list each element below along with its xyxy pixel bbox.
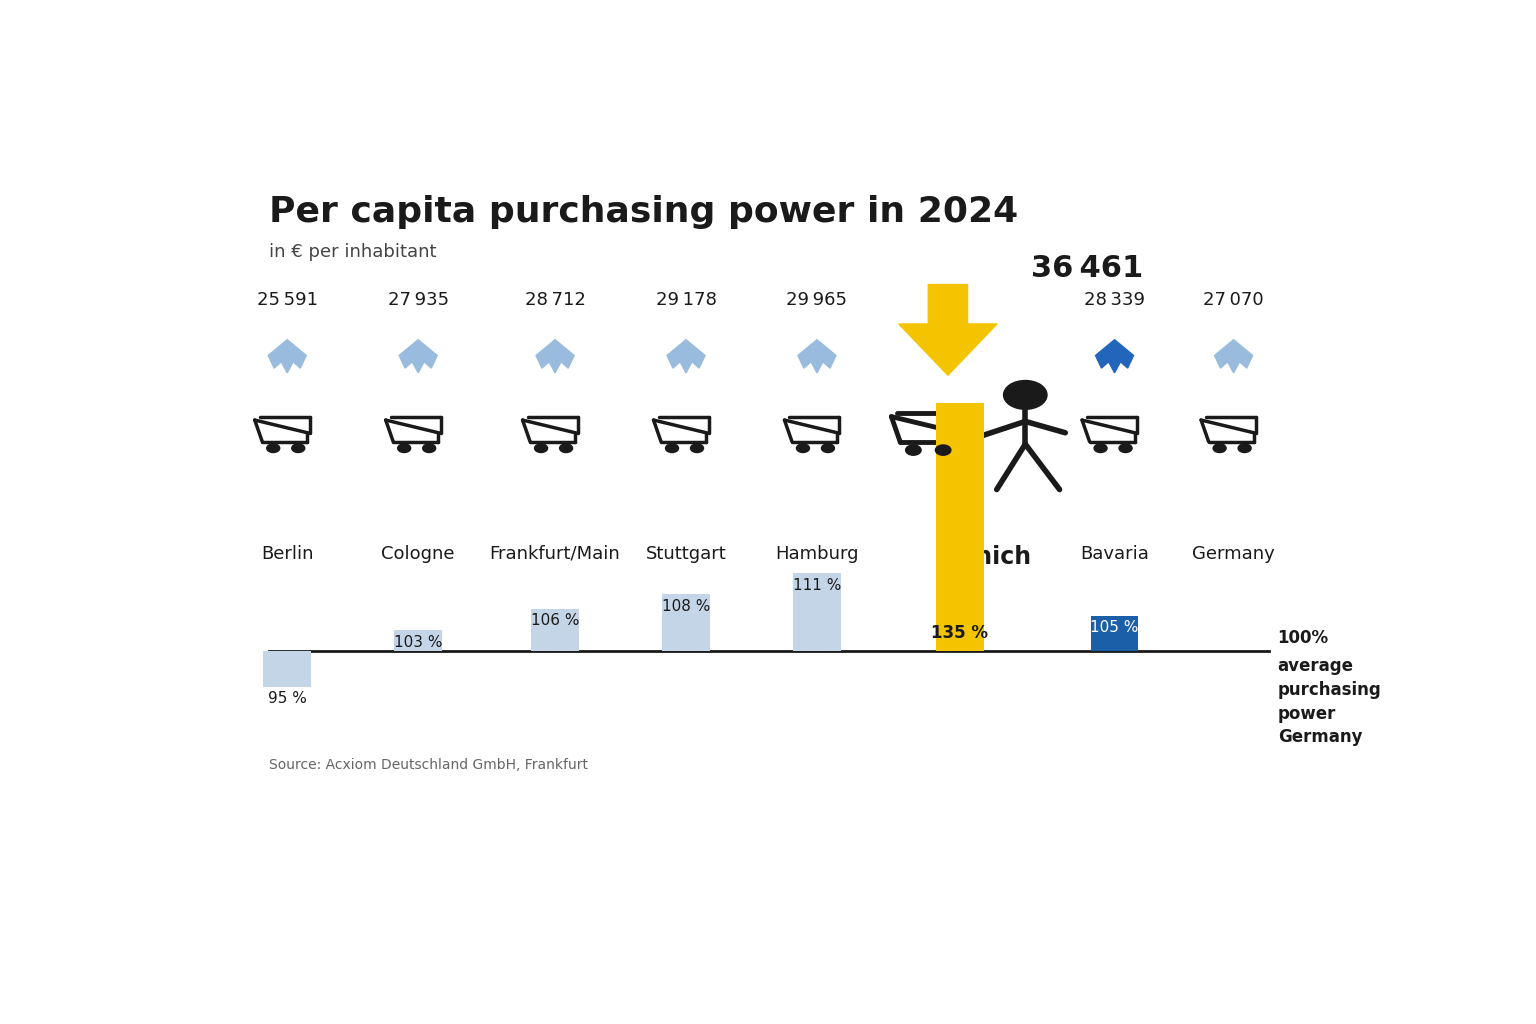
- Text: Hamburg: Hamburg: [776, 545, 859, 563]
- Text: 95 %: 95 %: [267, 691, 307, 707]
- Text: 135 %: 135 %: [931, 624, 988, 642]
- Circle shape: [691, 443, 703, 453]
- Text: Germany: Germany: [1192, 545, 1275, 563]
- Circle shape: [1120, 443, 1132, 453]
- Circle shape: [1213, 443, 1226, 453]
- Bar: [264, 651, 310, 687]
- Text: 28 712: 28 712: [525, 291, 585, 309]
- Text: Stuttgart: Stuttgart: [645, 545, 727, 563]
- Circle shape: [906, 445, 922, 456]
- Text: in € per inhabitant: in € per inhabitant: [269, 243, 436, 261]
- Text: 106 %: 106 %: [531, 613, 579, 629]
- Polygon shape: [1095, 340, 1134, 373]
- Circle shape: [292, 443, 304, 453]
- FancyArrow shape: [899, 285, 997, 375]
- Bar: [935, 402, 983, 651]
- Circle shape: [1003, 381, 1048, 410]
- Text: Per capita purchasing power in 2024: Per capita purchasing power in 2024: [269, 196, 1018, 229]
- Text: 25 591: 25 591: [257, 291, 318, 309]
- Circle shape: [1238, 443, 1252, 453]
- Text: 27 935: 27 935: [387, 291, 449, 309]
- Polygon shape: [797, 340, 836, 373]
- Polygon shape: [399, 340, 438, 373]
- Polygon shape: [1215, 340, 1253, 373]
- Text: 27 070: 27 070: [1203, 291, 1264, 309]
- Polygon shape: [667, 340, 705, 373]
- Circle shape: [797, 443, 809, 453]
- Circle shape: [398, 443, 410, 453]
- Bar: [662, 594, 710, 651]
- Text: Bavaria: Bavaria: [1080, 545, 1149, 563]
- Text: 103 %: 103 %: [393, 635, 442, 649]
- Bar: [395, 630, 442, 651]
- Text: Berlin: Berlin: [261, 545, 313, 563]
- Circle shape: [1094, 443, 1107, 453]
- Text: Cologne: Cologne: [381, 545, 455, 563]
- Circle shape: [422, 443, 436, 453]
- Text: 105 %: 105 %: [1091, 621, 1138, 636]
- Polygon shape: [269, 340, 306, 373]
- Bar: [793, 573, 840, 651]
- Text: 111 %: 111 %: [793, 578, 842, 593]
- Text: Munich: Munich: [935, 545, 1032, 568]
- Text: 29 178: 29 178: [656, 291, 716, 309]
- Text: 29 965: 29 965: [786, 291, 848, 309]
- Circle shape: [665, 443, 679, 453]
- Text: 100%: 100%: [1278, 629, 1329, 647]
- Bar: [531, 608, 579, 651]
- Polygon shape: [536, 340, 574, 373]
- Circle shape: [822, 443, 834, 453]
- Text: Source: Acxiom Deutschland GmbH, Frankfurt: Source: Acxiom Deutschland GmbH, Frankfu…: [269, 758, 588, 772]
- Text: average
purchasing
power
Germany: average purchasing power Germany: [1278, 657, 1381, 746]
- Text: Frankfurt/Main: Frankfurt/Main: [490, 545, 621, 563]
- Text: 108 %: 108 %: [662, 599, 710, 614]
- Text: 28 339: 28 339: [1084, 291, 1144, 309]
- Text: 36 461: 36 461: [1031, 254, 1143, 284]
- Circle shape: [559, 443, 573, 453]
- Circle shape: [535, 443, 547, 453]
- Circle shape: [935, 445, 951, 456]
- Circle shape: [267, 443, 280, 453]
- Bar: [1091, 615, 1138, 651]
